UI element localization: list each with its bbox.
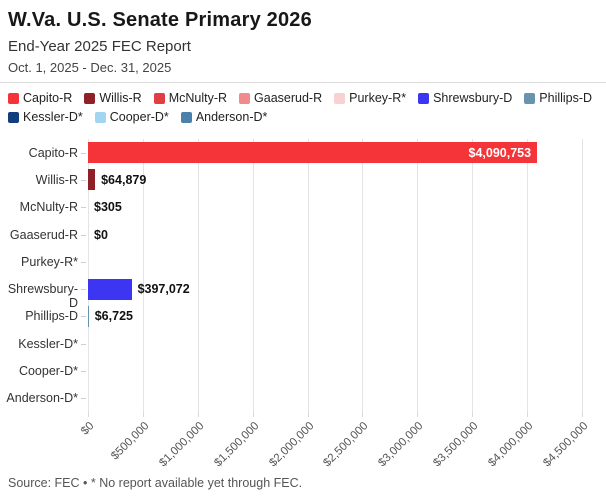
y-axis-tick: [81, 398, 86, 400]
legend-swatch-shrewsbury-d: [418, 92, 430, 104]
gridline: [252, 139, 254, 412]
gridline: [197, 139, 199, 412]
y-axis-tick: [81, 316, 86, 318]
y-axis-tick: [81, 207, 86, 209]
category-label-gaaserud-r: Gaaserud-R: [9, 227, 78, 242]
legend-label: Kessler-D*: [23, 110, 83, 124]
bar-willis-r: [88, 169, 96, 191]
legend-label: Phillips-D: [539, 91, 593, 105]
header-divider: [0, 82, 606, 83]
legend-swatch-cooper-d: [94, 111, 106, 123]
category-label-purkey-r: Purkey-R*: [21, 254, 78, 269]
legend-label: Gaaserud-R: [254, 91, 323, 105]
legend-label: McNulty-R: [168, 91, 228, 105]
gridline: [88, 139, 89, 412]
gridline: [417, 139, 419, 412]
legend-swatch-capito-r: [8, 92, 19, 104]
category-label-capito-r: Capito-R: [28, 145, 78, 160]
legend-label: Capito-R: [23, 91, 73, 105]
x-axis-tick: [472, 412, 474, 417]
bar-chart: $0 $500,000 $1,000,000 $1,500,000 $2,000,000…: [0, 139, 606, 484]
legend-item-anderson-d: Anderson-D*: [180, 109, 268, 125]
y-axis-tick: [81, 289, 86, 291]
bar-value-gaaserud-r: $0: [94, 227, 108, 242]
bar-shrewsbury-d: [88, 278, 132, 300]
category-label-shrewsbury-d: Shrewsbury-D: [7, 282, 78, 311]
legend-swatch-willis-r: [84, 92, 96, 104]
category-label-cooper-d: Cooper-D*: [18, 364, 78, 379]
legend-label: Cooper-D*: [109, 110, 169, 124]
x-axis-tick: [88, 412, 89, 417]
legend-swatch-purkey-r: [334, 92, 346, 104]
category-label-anderson-d: Anderson-D*: [6, 391, 78, 406]
x-axis-tick: [527, 412, 529, 417]
legend-label: Purkey-R*: [349, 91, 407, 105]
y-axis-tick: [81, 343, 86, 345]
chart-subtitle: End-Year 2025 FEC Report: [8, 38, 191, 55]
y-axis-tick: [81, 371, 86, 373]
gridline: [527, 139, 529, 412]
chart-header: W.Va. U.S. Senate Primary 2026 End-Year …: [8, 8, 598, 75]
legend-item-cooper-d: Cooper-D*: [94, 109, 169, 125]
legend-item-shrewsbury-d: Shrewsbury-D: [418, 90, 512, 106]
legend-item-capito-r: Capito-R: [8, 90, 72, 106]
legend-swatch-kessler-d: [8, 111, 19, 123]
bar-value-willis-r: $64,879: [101, 172, 147, 187]
page-title: W.Va. U.S. Senate Primary 2026: [8, 9, 312, 31]
source-note: Source: FEC • * No report available yet …: [8, 476, 303, 490]
x-axis-tick: [582, 412, 583, 417]
legend-item-gaaserud-r: Gaaserud-R: [239, 90, 322, 106]
bar-phillips-d: [88, 305, 89, 327]
category-label-willis-r: Willis-R: [35, 172, 78, 187]
legend-item-phillips-d: Phillips-D: [524, 90, 592, 106]
bar-capito-r: [88, 142, 538, 164]
legend-item-mcnulty-r: McNulty-R: [153, 90, 228, 106]
x-axis-tick: [362, 412, 364, 417]
legend-item-kessler-d: Kessler-D*: [8, 109, 83, 125]
legend: Capito-R Willis-R McNulty-R Gaaserud-R Purke…: [8, 90, 600, 125]
legend-item-willis-r: Willis-R: [84, 90, 142, 106]
legend-swatch-anderson-d: [180, 111, 192, 123]
bar-value-phillips-d: $6,725: [94, 309, 133, 324]
legend-item-purkey-r: Purkey-R*: [334, 90, 406, 106]
legend-label: Shrewsbury-D: [433, 91, 513, 105]
y-axis-tick: [81, 179, 86, 181]
legend-swatch-mcnulty-r: [153, 92, 165, 104]
category-label-kessler-d: Kessler-D*: [18, 336, 78, 351]
legend-swatch-gaaserud-r: [239, 92, 251, 104]
category-label-mcnulty-r: McNulty-R: [19, 200, 78, 215]
date-range: Oct. 1, 2025 - Dec. 31, 2025: [8, 60, 172, 75]
x-axis-tick: [197, 412, 199, 417]
legend-label: Willis-R: [99, 91, 142, 105]
x-axis-tick: [252, 412, 254, 417]
bar-value-shrewsbury-d: $397,072: [137, 282, 190, 297]
gridline: [362, 139, 364, 412]
gridline: [307, 139, 309, 412]
gridline: [582, 139, 583, 412]
x-axis-tick: [417, 412, 419, 417]
gridline: [472, 139, 474, 412]
bar-value-mcnulty-r: $305: [94, 200, 122, 215]
x-axis-tick: [307, 412, 309, 417]
bar-value-capito-r: $4,090,753: [468, 145, 532, 160]
x-axis-tick: [142, 412, 144, 417]
y-axis-tick: [81, 261, 86, 263]
y-axis-tick: [81, 234, 86, 236]
category-label-phillips-d: Phillips-D: [25, 309, 78, 324]
legend-swatch-phillips-d: [524, 92, 536, 104]
y-axis-tick: [81, 152, 86, 154]
gridline: [142, 139, 144, 412]
legend-label: Anderson-D*: [195, 110, 268, 124]
